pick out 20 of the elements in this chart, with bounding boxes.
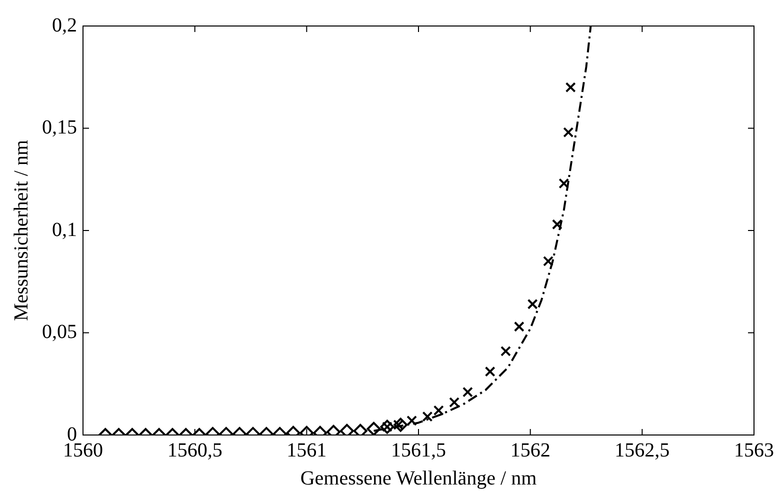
x-tick-label: 1562,5	[614, 439, 670, 462]
point	[552, 219, 562, 230]
point	[353, 424, 368, 435]
point	[514, 321, 524, 332]
point	[542, 256, 554, 266]
y-tick-label: 0,2	[52, 14, 77, 36]
x-tick-label: 1561	[286, 439, 327, 462]
y-tick-label: 0,1	[52, 218, 77, 241]
x-tick-label: 1563	[734, 439, 774, 462]
y-tick-label: 0,05	[42, 321, 77, 343]
y-axis-title: Messunsicherheit / nm	[10, 140, 32, 322]
x-tick-label: 1562	[510, 439, 550, 462]
point	[558, 178, 570, 189]
y-tick-label: 0,15	[42, 116, 77, 138]
point	[340, 424, 354, 435]
point	[563, 127, 574, 138]
x-tick-label: 1560,5	[167, 439, 222, 462]
point	[527, 298, 538, 310]
x-axis-title: Gemessene Wellenlänge / nm	[300, 467, 538, 490]
x-tick-label: 1561,5	[391, 439, 446, 462]
